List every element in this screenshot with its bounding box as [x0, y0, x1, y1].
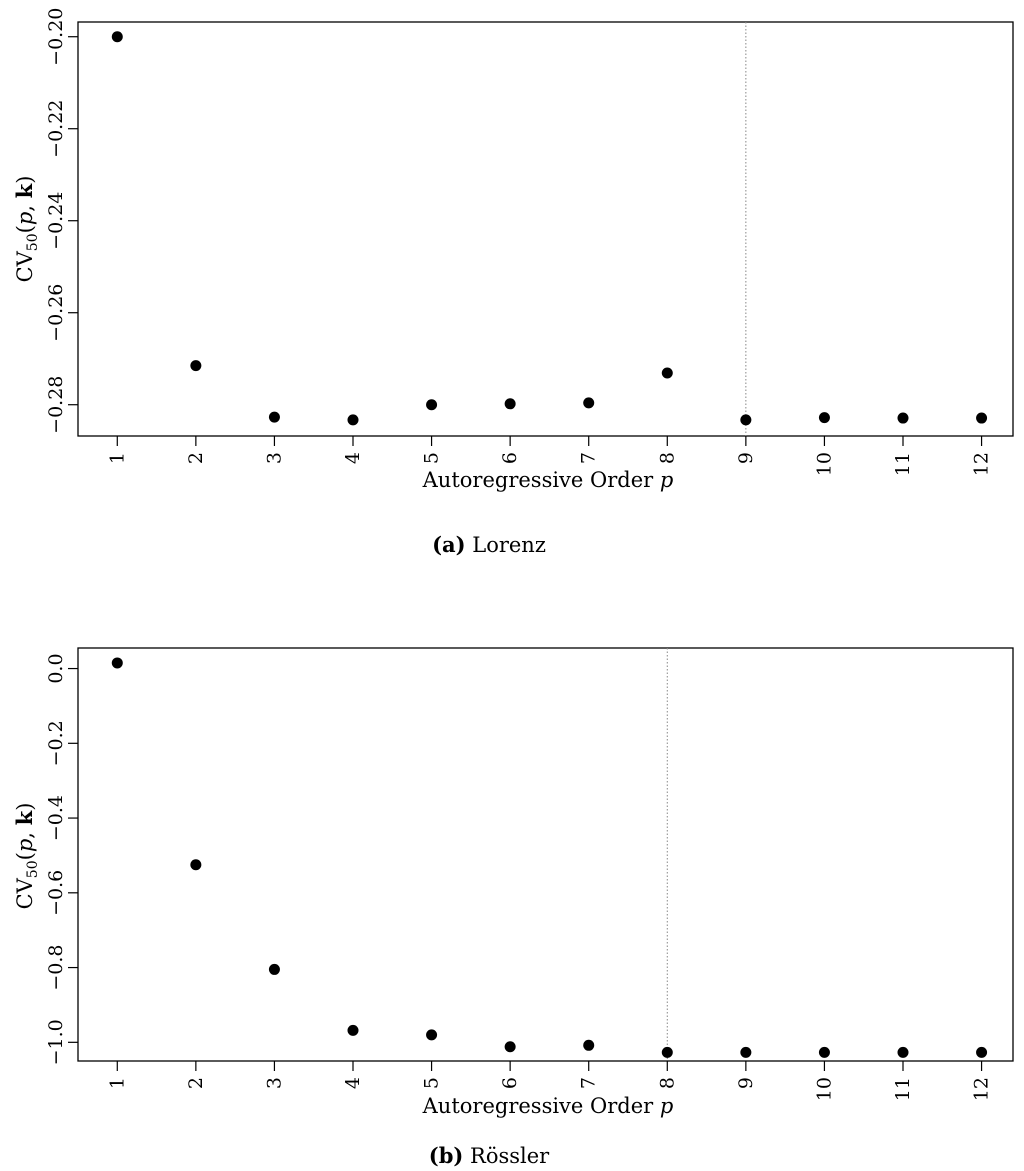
data-point [190, 859, 202, 871]
data-point [504, 398, 516, 410]
x-tick-label: 3 [263, 452, 285, 464]
y-tick-label: −0.24 [45, 192, 67, 250]
y-tick-label: −0.28 [45, 376, 67, 434]
x-tick-label: 3 [263, 1077, 285, 1089]
x-tick-label: 4 [342, 452, 364, 464]
data-point [504, 1041, 516, 1053]
caption-b: (b) Rössler [429, 1143, 550, 1168]
y-axis-title: CV50(p, k) [12, 176, 41, 283]
data-points [111, 31, 988, 426]
x-tick-label: 9 [735, 1077, 757, 1089]
x-tick-label: 11 [892, 1077, 914, 1101]
data-point [583, 397, 595, 409]
x-tick-label: 8 [656, 1077, 678, 1089]
y-axis-title: CV50(p, k) [12, 803, 41, 910]
data-point [976, 412, 988, 424]
x-tick-label: 5 [421, 452, 443, 464]
y-axis: −1.0 −0.8 −0.6 −0.4 −0.2 0.0 [45, 653, 78, 1065]
y-tick-label: −0.6 [45, 870, 67, 916]
data-point [426, 399, 438, 411]
x-tick-label: 1 [106, 452, 128, 464]
y-tick-label: −0.26 [45, 284, 67, 342]
data-point [583, 1039, 595, 1051]
x-tick-label: 2 [185, 1077, 207, 1089]
x-tick-label: 6 [499, 452, 521, 464]
x-tick-label: 7 [578, 452, 600, 464]
x-tick-label: 5 [421, 1077, 443, 1089]
data-point [347, 1024, 359, 1036]
x-tick-label: 8 [656, 452, 678, 464]
data-point [897, 1046, 909, 1058]
x-tick-label: 2 [185, 452, 207, 464]
data-point [818, 412, 830, 424]
data-point [818, 1046, 830, 1058]
x-tick-label: 12 [971, 452, 993, 476]
x-tick-label: 6 [499, 1077, 521, 1089]
data-point [268, 411, 280, 423]
caption-a: (a) Lorenz [432, 532, 546, 557]
y-tick-label: −0.22 [45, 100, 67, 158]
data-point [268, 963, 280, 975]
x-axis-title: Autoregressive Order p [422, 1094, 674, 1118]
x-tick-label: 1 [106, 1077, 128, 1089]
data-point [347, 414, 359, 426]
x-tick-label: 4 [342, 1077, 364, 1089]
plot-frame [77, 647, 1014, 1062]
data-point [976, 1046, 988, 1058]
y-tick-label: 0.0 [45, 653, 67, 683]
x-axis: 1 2 3 4 5 6 7 8 9 10 11 12 [106, 436, 993, 476]
x-tick-label: 7 [578, 1077, 600, 1089]
panel-b-rossler: −1.0−0.8−0.6−0.4−0.20.0 1 2 3 4 5 6 7 8 9 10 11 12 … [12, 647, 1014, 1168]
data-point [661, 1046, 673, 1058]
x-axis: 1 2 3 4 5 6 7 8 9 10 11 12 [106, 1061, 993, 1101]
y-tick-label: −1.0 [45, 1019, 67, 1065]
y-tick-label: −0.8 [45, 944, 67, 990]
x-tick-label: 9 [735, 452, 757, 464]
x-tick-label: 10 [813, 452, 835, 476]
data-point [740, 1046, 752, 1058]
data-point [111, 31, 123, 43]
x-tick-label: 12 [971, 1077, 993, 1101]
y-tick-label: −0.2 [45, 720, 67, 766]
data-point [740, 414, 752, 426]
data-point [190, 360, 202, 372]
panel-a-lorenz: −0.28−0.26−0.24−0.22−0.20 1 2 3 4 5 6 7 8 9 10 11 1… [12, 8, 1014, 557]
data-point [661, 367, 673, 379]
x-axis-title: Autoregressive Order p [422, 468, 674, 492]
data-point [897, 412, 909, 424]
y-axis: −0.28 −0.26 −0.24 −0.22 −0.20 [45, 8, 78, 434]
x-tick-label: 10 [813, 1077, 835, 1101]
x-tick-label: 11 [892, 452, 914, 476]
y-tick-label: −0.20 [45, 8, 67, 66]
y-tick-label: −0.4 [45, 795, 67, 841]
data-points [111, 657, 988, 1058]
data-point [426, 1029, 438, 1041]
data-point [111, 657, 123, 669]
plot-frame [77, 21, 1014, 437]
